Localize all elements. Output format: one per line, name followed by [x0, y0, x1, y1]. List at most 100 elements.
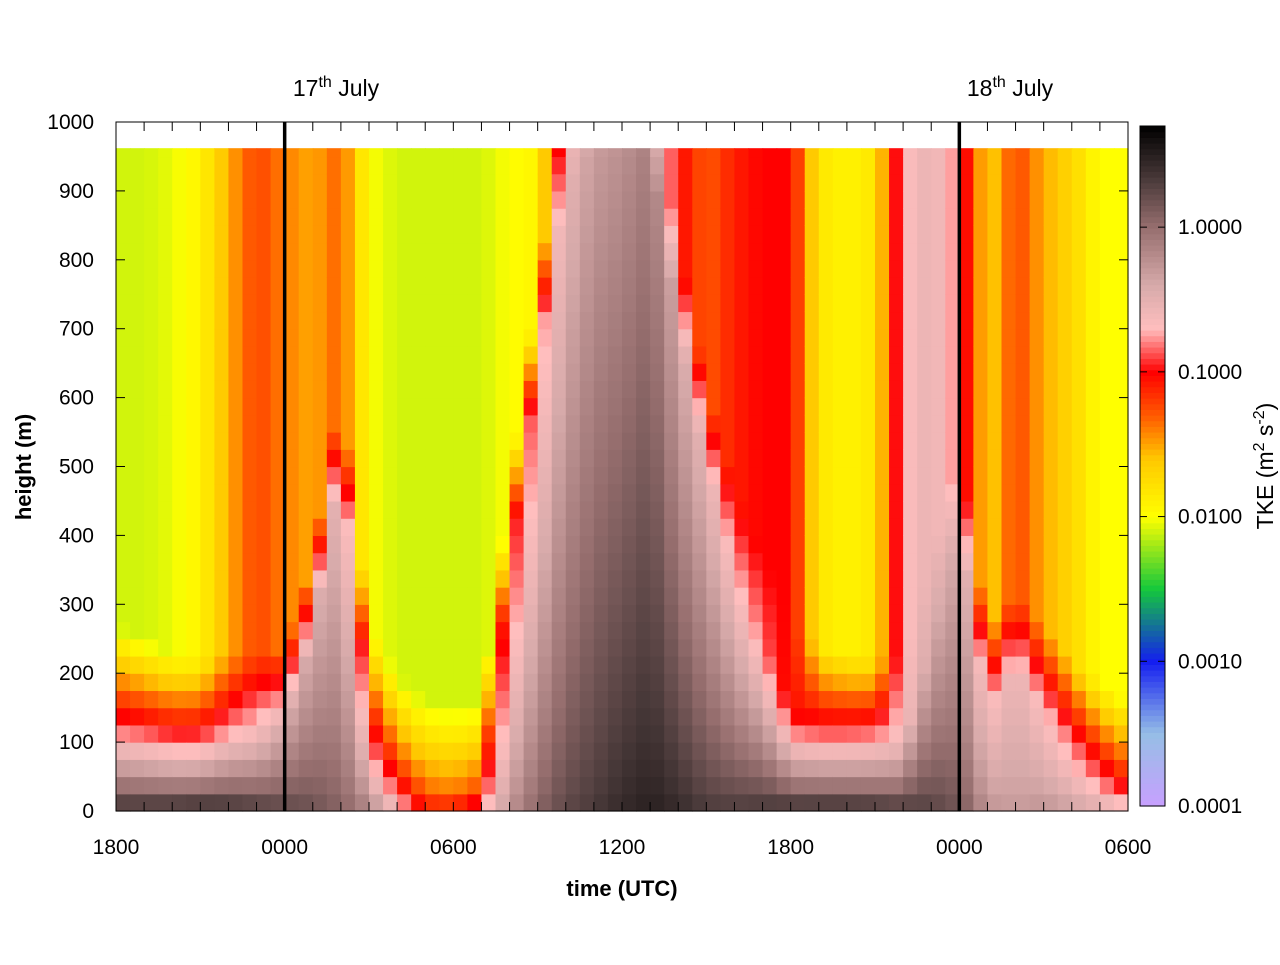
heatmap-cell: [818, 328, 834, 347]
heatmap-cell: [130, 148, 145, 158]
heatmap-cell: [326, 259, 342, 278]
heatmap-cell: [776, 552, 792, 571]
heatmap-cell: [284, 397, 300, 416]
heatmap-cell: [1043, 569, 1059, 588]
heatmap-cell: [284, 242, 300, 261]
heatmap-cell: [116, 277, 131, 295]
heatmap-cell: [551, 259, 567, 278]
heatmap-cell: [1029, 742, 1045, 760]
heatmap-cell: [987, 449, 1003, 468]
heatmap-cell: [832, 328, 848, 347]
heatmap-cell: [354, 742, 370, 760]
heatmap-cell: [172, 587, 187, 605]
heatmap-cell: [397, 294, 412, 313]
heatmap-cell: [832, 587, 848, 605]
heatmap-cell: [172, 432, 187, 450]
heatmap-cell: [1029, 432, 1045, 450]
heatmap-cell: [158, 535, 173, 554]
heatmap-cell: [312, 259, 328, 278]
heatmap-cell: [593, 535, 609, 554]
heatmap-cell: [158, 638, 173, 657]
heatmap-cell: [214, 345, 230, 364]
heatmap-cell: [678, 690, 693, 709]
heatmap-cell: [326, 707, 342, 726]
heatmap-cell: [172, 690, 187, 709]
heatmap-cell: [1113, 759, 1129, 778]
heatmap-cell: [537, 432, 553, 450]
heatmap-cell: [411, 242, 426, 261]
heatmap-cell: [144, 380, 159, 399]
date-label-18-july: 18th July: [967, 74, 1054, 101]
heatmap-cell: [158, 776, 173, 795]
colorbar-band: [1140, 307, 1165, 314]
heatmap-cell: [214, 208, 230, 226]
y-tick-label: 800: [59, 249, 94, 272]
heatmap-cell: [636, 535, 651, 554]
heatmap-cell: [383, 225, 398, 244]
heatmap-cell: [931, 190, 946, 209]
heatmap-cell: [411, 604, 426, 623]
heatmap-cell: [481, 759, 497, 778]
heatmap-cell: [481, 518, 497, 536]
heatmap-cell: [495, 518, 511, 536]
heatmap-cell: [846, 604, 862, 623]
heatmap-cell: [790, 156, 806, 175]
heatmap-cell: [565, 690, 581, 709]
heatmap-cell: [425, 776, 440, 795]
heatmap-cell: [242, 655, 258, 674]
heatmap-cell: [762, 208, 778, 226]
heatmap-cell: [537, 793, 553, 812]
heatmap-cell: [523, 673, 539, 692]
heatmap-cell: [354, 466, 370, 485]
heatmap-cell: [889, 225, 904, 244]
heatmap-cell: [1071, 380, 1087, 399]
heatmap-cell: [959, 742, 974, 760]
heatmap-cell: [312, 414, 328, 433]
heatmap-cell: [692, 277, 707, 295]
heatmap-cell: [256, 793, 272, 812]
heatmap-cell: [889, 328, 904, 347]
heatmap-cell: [551, 673, 567, 692]
heatmap-cell: [678, 311, 693, 330]
heatmap-cell: [650, 500, 665, 519]
heatmap-cell: [200, 621, 215, 640]
heatmap-cell: [579, 673, 595, 692]
heatmap-cell: [931, 483, 946, 502]
heatmap-cell: [312, 380, 328, 399]
heatmap-cell: [1113, 397, 1129, 416]
heatmap-cell: [706, 148, 721, 158]
heatmap-cell: [495, 449, 511, 468]
heatmap-cell: [790, 259, 806, 278]
heatmap-cell: [1085, 380, 1101, 399]
heatmap-cell: [818, 535, 834, 554]
heatmap-cell: [931, 518, 946, 536]
heatmap-cell: [130, 294, 145, 313]
heatmap-cell: [622, 449, 637, 468]
heatmap-cell: [256, 432, 272, 450]
heatmap-cell: [664, 156, 679, 175]
heatmap-cell: [326, 690, 342, 709]
heatmap-cell: [172, 604, 187, 623]
heatmap-cell: [397, 621, 412, 640]
heatmap-cell: [636, 397, 651, 416]
heatmap-cell: [214, 569, 230, 588]
heatmap-cell: [298, 173, 314, 192]
heatmap-cell: [1043, 328, 1059, 347]
heatmap-cell: [270, 397, 286, 416]
heatmap-cell: [1085, 638, 1101, 657]
heatmap-cell: [1043, 604, 1059, 623]
heatmap-cell: [495, 363, 511, 381]
heatmap-cell: [846, 173, 862, 192]
heatmap-cell: [340, 190, 356, 209]
heatmap-cell: [312, 587, 328, 605]
heatmap-cell: [214, 277, 230, 295]
heatmap-cell: [116, 500, 131, 519]
heatmap-cell: [551, 621, 567, 640]
heatmap-cell: [383, 259, 398, 278]
heatmap-cell: [340, 587, 356, 605]
heatmap-cell: [579, 552, 595, 571]
heatmap-cell: [284, 707, 300, 726]
colorbar-band: [1140, 647, 1165, 654]
heatmap-cell: [678, 673, 693, 692]
heatmap-cell: [467, 500, 483, 519]
